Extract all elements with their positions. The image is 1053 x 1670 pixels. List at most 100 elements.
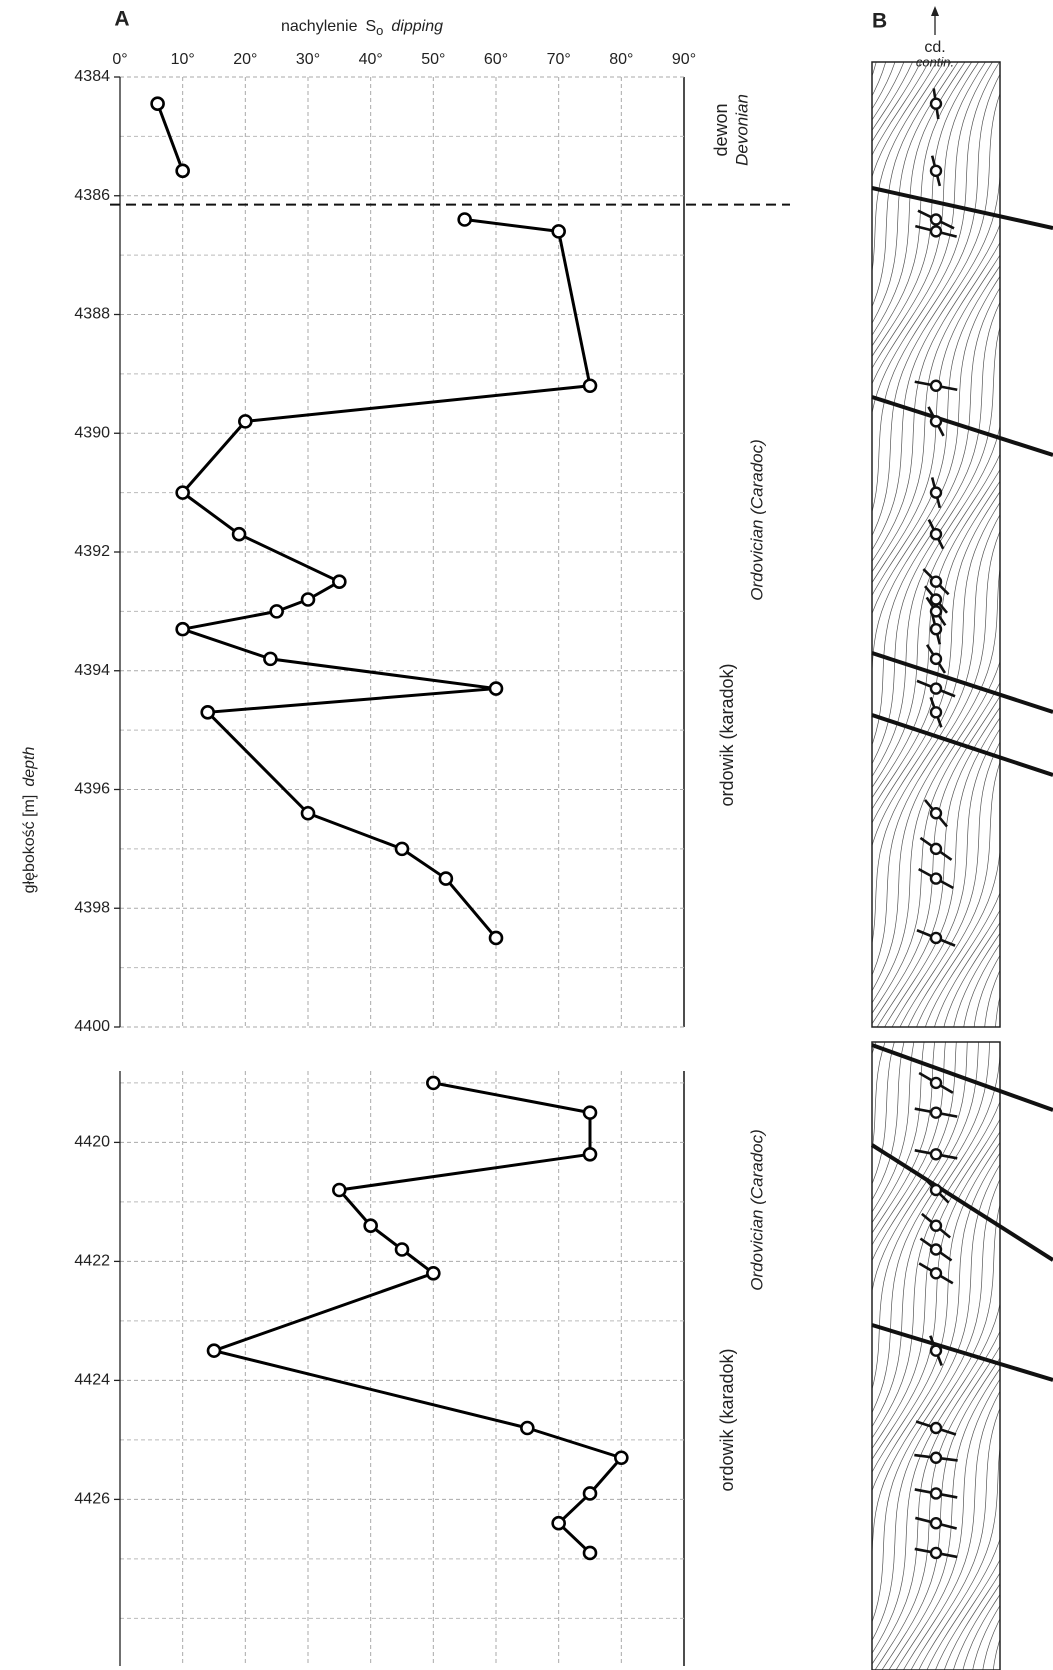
- hatch-line: [785, 1002, 1014, 1670]
- hatch-line: [567, 1002, 834, 1670]
- hatch-line: [482, 22, 859, 1062]
- hatch-line: [643, 1002, 883, 1670]
- data-point: [459, 214, 471, 226]
- dip-symbol: [931, 595, 941, 605]
- data-point: [208, 1345, 220, 1357]
- hatch-line: [725, 22, 1053, 1062]
- dip-symbol: [931, 1078, 941, 1088]
- x-label-en: dipping: [391, 18, 443, 35]
- hatch-line: [577, 1002, 841, 1670]
- data-point: [333, 1184, 345, 1196]
- panel-label: B: [872, 10, 887, 33]
- y-tick-label: 4390: [74, 424, 110, 441]
- x-tick-label: 90°: [672, 51, 696, 68]
- data-point: [584, 1547, 596, 1559]
- x-label-pl: nachylenie: [281, 18, 358, 35]
- dip-symbol: [931, 529, 941, 539]
- hatch-line: [927, 22, 1053, 1062]
- dip-symbol: [931, 1108, 941, 1118]
- hatch-line: [827, 1002, 1053, 1670]
- hatch-line: [877, 22, 1053, 1062]
- dip-symbol: [931, 416, 941, 426]
- dip-symbol: [931, 1518, 941, 1528]
- hatch-line: [868, 22, 1053, 1062]
- hatch-line: [396, 22, 737, 1062]
- hatch-line: [473, 1002, 732, 1670]
- hatch-line: [1046, 1002, 1053, 1670]
- strata-label: dewon: [711, 103, 731, 156]
- hatch-line: [612, 22, 988, 1062]
- dip-symbol: [931, 844, 941, 854]
- hatch-line: [474, 22, 848, 1062]
- column-hatching: [459, 1002, 1053, 1670]
- x-tick-label: 70°: [547, 51, 571, 68]
- hatch-line: [859, 22, 1053, 1062]
- hatch-line: [601, 22, 980, 1062]
- hatch-line: [733, 22, 1053, 1062]
- hatch-line: [590, 22, 972, 1062]
- x-tick-label: 10°: [171, 51, 195, 68]
- hatch-line: [654, 1002, 889, 1670]
- strata-label-en: Devonian: [732, 94, 751, 166]
- dip-symbol: [931, 1185, 941, 1195]
- fault-line: [872, 715, 1053, 775]
- data-point: [365, 1220, 377, 1232]
- hatch-line: [665, 1002, 896, 1670]
- hatch-line: [1037, 22, 1053, 1062]
- data-point: [490, 683, 502, 695]
- hatch-line: [1005, 22, 1053, 1062]
- x-tick-label: 0°: [112, 51, 127, 68]
- hatch-line: [424, 22, 773, 1062]
- figure: A nachylenieSodipping głębokość [m]depth…: [0, 0, 1053, 1670]
- hatch-line: [517, 22, 903, 1062]
- dip-symbol: [931, 99, 941, 109]
- page: A nachylenieSodipping głębokość [m]depth…: [0, 0, 1053, 1670]
- data-point: [177, 487, 189, 499]
- hatch-line: [855, 1002, 1053, 1670]
- data-point: [396, 843, 408, 855]
- dip-symbol: [931, 226, 941, 236]
- data-point: [202, 706, 214, 718]
- data-point: [427, 1077, 439, 1089]
- dip-symbol: [931, 1245, 941, 1255]
- hatch-line: [677, 22, 1032, 1062]
- x-label-subscript: o: [376, 23, 383, 38]
- data-point: [396, 1244, 408, 1256]
- hatch-line: [983, 22, 1053, 1062]
- hatch-line: [556, 1002, 825, 1670]
- y-tick-label: 4384: [74, 68, 110, 85]
- hatch-line: [411, 22, 755, 1062]
- panel-label: A: [114, 8, 129, 31]
- hatch-line: [972, 22, 1053, 1062]
- hatch-line: [365, 22, 707, 1062]
- hatch-line: [404, 22, 747, 1062]
- column-hatching: [356, 22, 1053, 1062]
- hatch-line: [676, 1002, 904, 1670]
- y-label-pl: głębokość [m]: [21, 795, 38, 894]
- y-tick-label: 4386: [74, 187, 110, 204]
- data-point: [615, 1452, 627, 1464]
- x-tick-label: 30°: [296, 51, 320, 68]
- hatch-line: [656, 22, 1018, 1062]
- dip-symbol: [931, 1221, 941, 1231]
- y-tick-label: 4388: [74, 306, 110, 323]
- data-point: [264, 653, 276, 665]
- hatch-line: [896, 22, 1053, 1062]
- hatch-line: [863, 1002, 1053, 1670]
- hatch-line: [491, 22, 871, 1062]
- x-tick-label: 40°: [359, 51, 383, 68]
- hatch-line: [528, 1002, 801, 1670]
- dip-symbol: [931, 1488, 941, 1498]
- data-point: [239, 415, 251, 427]
- data-point: [427, 1267, 439, 1279]
- strata-label-en: Ordovician (Caradoc): [747, 1129, 766, 1291]
- arrow-head: [931, 6, 939, 16]
- hatch-line: [459, 1002, 710, 1670]
- hatch-line: [503, 1002, 774, 1670]
- hatch-line: [527, 22, 914, 1062]
- x-tick-label: 50°: [421, 51, 445, 68]
- lithology-column: [356, 22, 1053, 1670]
- x-tick-label: 60°: [484, 51, 508, 68]
- data-point: [271, 605, 283, 617]
- hatch-line: [537, 1002, 809, 1670]
